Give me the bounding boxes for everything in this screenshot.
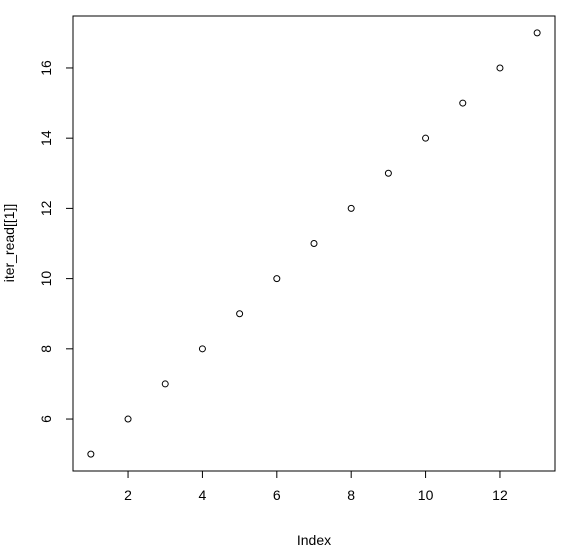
point xyxy=(347,204,355,212)
point xyxy=(384,169,392,177)
point xyxy=(236,310,244,318)
point xyxy=(310,240,318,247)
point xyxy=(496,64,504,72)
point xyxy=(124,415,132,423)
x-tick-label: 12 xyxy=(492,487,508,503)
y-tick-label: 12 xyxy=(38,200,54,216)
x-axis-label: Index xyxy=(297,532,331,548)
point xyxy=(459,99,467,107)
y-tick-label: 6 xyxy=(38,415,54,423)
y-tick-label: 14 xyxy=(38,130,54,146)
point xyxy=(422,134,430,142)
x-tick-label: 2 xyxy=(124,487,132,503)
y-tick-label: 16 xyxy=(38,60,54,76)
point xyxy=(198,345,206,353)
point xyxy=(87,450,95,458)
y-tick-label: 10 xyxy=(38,271,54,287)
plot-box xyxy=(72,15,556,472)
x-tick-label: 4 xyxy=(199,487,207,503)
x-tick-label: 8 xyxy=(347,487,355,503)
point xyxy=(273,275,281,283)
x-tick-label: 6 xyxy=(273,487,281,503)
y-tick-label: 8 xyxy=(38,345,54,353)
x-tick-label: 10 xyxy=(418,487,434,503)
point xyxy=(533,29,541,37)
point xyxy=(161,380,169,388)
y-axis-label: iter_read[[1]] xyxy=(1,204,17,283)
